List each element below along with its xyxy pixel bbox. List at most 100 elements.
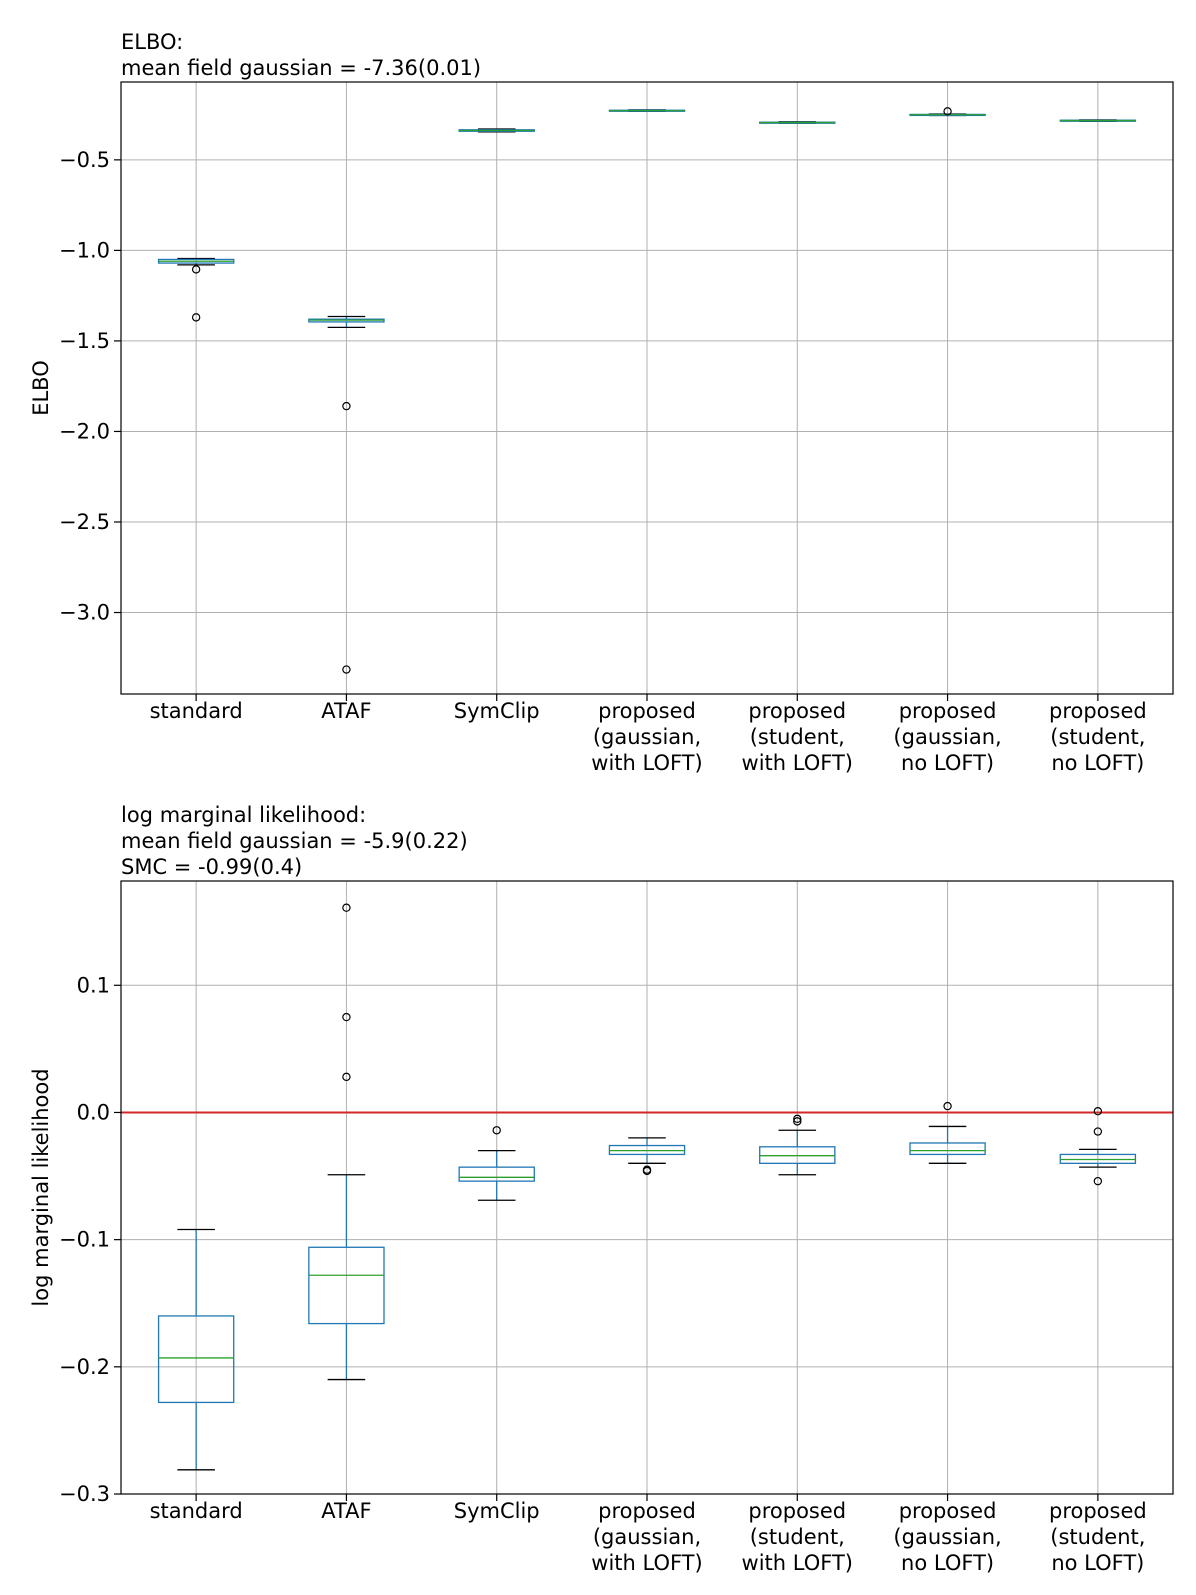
- x-category-label-line: ATAF: [321, 1499, 371, 1523]
- outlier-point: [342, 665, 351, 674]
- y-tick-label: −1.0: [59, 238, 110, 262]
- chart-title-line: SMC = -0.99(0.4): [121, 855, 302, 879]
- box: [308, 1246, 385, 1325]
- x-category-label-line: (student,: [1050, 1525, 1145, 1549]
- x-category-label-line: proposed: [748, 699, 846, 723]
- box-group: [1059, 1106, 1137, 1186]
- box-group: [308, 903, 385, 1381]
- x-category-label-line: ATAF: [321, 699, 371, 723]
- outlier-point: [342, 1012, 351, 1022]
- x-category-label-line: proposed: [899, 1499, 997, 1523]
- x-category-label: ATAF: [321, 699, 371, 723]
- x-category-label-line: proposed: [1049, 1499, 1147, 1523]
- box: [909, 1142, 986, 1156]
- x-category-label-line: with LOFT): [742, 1551, 853, 1575]
- y-tick-label: −2.0: [59, 419, 110, 443]
- x-category-label: proposed (student, with LOFT): [742, 1499, 853, 1575]
- x-category-label: proposed (student, no LOFT): [1049, 699, 1147, 775]
- x-category-label-line: proposed: [748, 1499, 846, 1523]
- box-group: [1059, 119, 1137, 122]
- y-tick-label: −0.3: [59, 1482, 110, 1506]
- x-category-label-line: SymClip: [454, 699, 540, 723]
- x-category-label: SymClip: [454, 699, 540, 723]
- x-category-label: proposed (gaussian, no LOFT): [893, 699, 1001, 775]
- x-category-label-line: (gaussian,: [593, 1525, 701, 1549]
- y-tick-label: −0.5: [59, 148, 110, 172]
- y-tick-label: −0.1: [59, 1228, 110, 1252]
- x-category-label-line: with LOFT): [591, 1551, 702, 1575]
- x-category-label-line: standard: [150, 1499, 243, 1523]
- x-category-label: SymClip: [454, 1499, 540, 1523]
- box-group: [608, 109, 686, 112]
- outlier-point: [1093, 1127, 1103, 1136]
- x-category-label-line: (gaussian,: [593, 725, 701, 749]
- chart-title-line: mean field gaussian = -5.9(0.22): [121, 829, 468, 853]
- outlier-point: [342, 401, 351, 411]
- x-category-label: standard: [150, 1499, 243, 1523]
- x-category-label-line: (student,: [750, 725, 845, 749]
- y-axis-label: log marginal likelihood: [29, 1068, 53, 1306]
- outlier-point: [342, 1072, 351, 1082]
- box-group: [458, 1126, 535, 1201]
- outlier-point: [1093, 1176, 1103, 1186]
- x-category-label-line: proposed: [598, 1499, 696, 1523]
- chart-title-line: ELBO:: [121, 30, 183, 54]
- chart-title-line: log marginal likelihood:: [121, 803, 366, 827]
- outlier-point: [492, 1126, 501, 1135]
- x-category-label-line: (gaussian,: [893, 1525, 1001, 1549]
- chart-2: log marginal likelihood:mean field gauss…: [29, 803, 1174, 1575]
- box-group: [909, 107, 986, 117]
- outlier-point: [342, 903, 351, 912]
- x-category-label-line: (student,: [750, 1525, 845, 1549]
- y-axis-label: ELBO: [29, 360, 53, 416]
- y-tick-label: −0.2: [59, 1355, 110, 1379]
- box-group: [308, 315, 385, 674]
- x-category-label: standard: [150, 699, 243, 723]
- outlier-point: [1093, 1106, 1103, 1116]
- box: [157, 1315, 235, 1404]
- x-category-label-line: SymClip: [454, 1499, 540, 1523]
- x-category-label-line: no LOFT): [901, 1551, 994, 1575]
- x-category-label: proposed (gaussian, no LOFT): [893, 1499, 1001, 1575]
- outlier-point: [793, 1117, 802, 1126]
- chart-title-line: mean field gaussian = -7.36(0.01): [121, 56, 481, 80]
- chart-1: ELBO:mean field gaussian = -7.36(0.01) −0…: [29, 30, 1174, 775]
- y-tick-label: −2.5: [59, 510, 110, 534]
- x-category-label: proposed (gaussian, with LOFT): [591, 699, 702, 775]
- outlier-point: [793, 1114, 802, 1124]
- x-category-label-line: standard: [150, 699, 243, 723]
- box-group: [909, 1101, 986, 1164]
- box-group: [608, 1137, 686, 1176]
- x-category-label-line: no LOFT): [1051, 1551, 1144, 1575]
- y-tick-label: −3.0: [59, 601, 110, 625]
- x-category-label-line: proposed: [899, 699, 997, 723]
- outlier-point: [943, 107, 952, 116]
- box-group: [157, 1228, 235, 1471]
- outlier-point: [943, 1101, 952, 1111]
- box-group: [157, 257, 235, 322]
- x-category-label-line: proposed: [1049, 699, 1147, 723]
- x-category-label: proposed (gaussian, with LOFT): [591, 1499, 702, 1575]
- box: [458, 1166, 535, 1182]
- box-group: [759, 1114, 836, 1176]
- x-category-label-line: with LOFT): [591, 751, 702, 775]
- x-category-label-line: proposed: [598, 699, 696, 723]
- x-category-label-line: with LOFT): [742, 751, 853, 775]
- x-category-label-line: (gaussian,: [893, 725, 1001, 749]
- x-category-label: ATAF: [321, 1499, 371, 1523]
- y-tick-label: 0.1: [77, 973, 110, 997]
- x-category-label-line: no LOFT): [901, 751, 994, 775]
- x-category-label-line: (student,: [1050, 725, 1145, 749]
- outlier-point: [642, 1166, 652, 1176]
- outlier-point: [191, 313, 201, 322]
- outlier-point: [191, 265, 201, 274]
- x-category-label: proposed (student, with LOFT): [742, 699, 853, 775]
- y-tick-label: 0.0: [77, 1100, 110, 1124]
- box-group: [759, 121, 836, 124]
- y-tick-label: −1.5: [59, 329, 110, 353]
- x-category-label: proposed (student, no LOFT): [1049, 1499, 1147, 1575]
- box-group: [458, 128, 535, 133]
- x-category-label-line: no LOFT): [1051, 751, 1144, 775]
